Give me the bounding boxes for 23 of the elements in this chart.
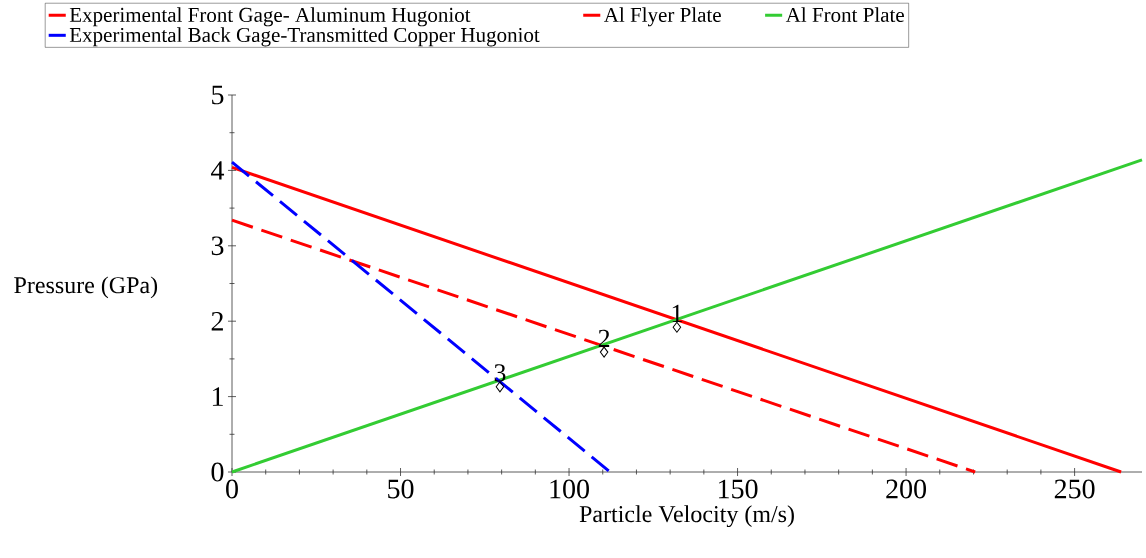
y-tick-label: 4 (211, 161, 225, 180)
x-tick-label: 100 (550, 479, 589, 499)
y-tick-label: 0 (211, 462, 224, 482)
point (672, 321, 682, 333)
y-tick-label: 1 (212, 387, 223, 406)
y-tick-label: 2 (211, 311, 223, 331)
x-axis-title: Particle Velocity (m/s) (579, 505, 794, 528)
y-tick-label: 5 (212, 85, 224, 105)
legend-label: Al Front Plate (785, 7, 904, 22)
x-tick-label: 0 (226, 479, 238, 499)
annotation: 3 (494, 364, 506, 382)
legend-label: Al Flyer Plate (603, 7, 721, 27)
x-tick-label: 200 (886, 479, 927, 499)
y-tick-label: 3 (211, 236, 224, 256)
y-axis-title: Pressure (GPa) (14, 276, 158, 299)
legend-label: Experimental Front Gage- Aluminum Hugoniot (69, 7, 471, 27)
legend-label: Experimental Back Gage-Transmitted Copper Hugoniot (69, 27, 540, 47)
x-tick-label: 250 (1054, 479, 1095, 499)
annotation: 2 (598, 329, 610, 347)
point (599, 346, 609, 358)
point (495, 381, 505, 393)
x-tick-label: 50 (388, 479, 414, 499)
x-tick-label: 150 (719, 479, 758, 499)
